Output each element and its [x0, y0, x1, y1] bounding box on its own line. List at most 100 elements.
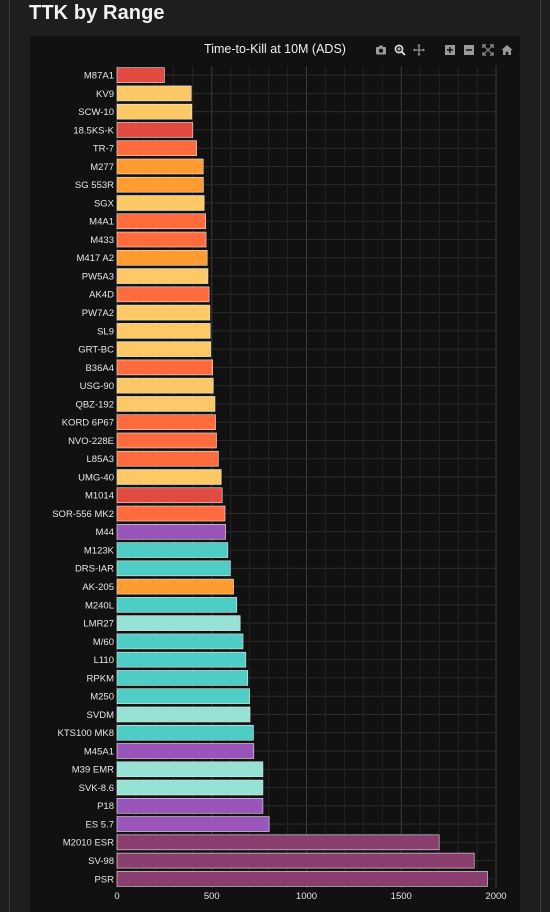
bar[interactable]	[116, 505, 226, 522]
x-tick-label: 0	[114, 891, 119, 902]
bar[interactable]	[116, 615, 241, 631]
bar[interactable]	[116, 524, 226, 540]
x-tick-label: 2000	[485, 891, 506, 902]
bar[interactable]	[116, 341, 211, 357]
category-label: PSR	[94, 874, 114, 885]
category-label: M277	[90, 162, 114, 173]
bar[interactable]	[116, 195, 205, 211]
pan-icon[interactable]	[412, 44, 425, 57]
bar[interactable]	[116, 852, 475, 869]
category-label: SVK-8.6	[79, 783, 114, 794]
bar[interactable]	[116, 871, 488, 887]
bar[interactable]	[116, 231, 207, 248]
bar[interactable]	[116, 469, 222, 485]
category-label: 18.5KS-K	[73, 125, 114, 136]
right-border	[540, 0, 541, 912]
bar[interactable]	[116, 706, 251, 723]
zoom-icon[interactable]	[393, 44, 406, 57]
bar[interactable]	[116, 396, 216, 412]
bar[interactable]	[116, 651, 247, 668]
category-label: M433	[90, 235, 114, 246]
zoom-out-icon[interactable]	[462, 44, 475, 57]
bar[interactable]	[116, 122, 194, 138]
bar[interactable]	[116, 487, 223, 504]
home-icon[interactable]	[500, 44, 513, 57]
bar[interactable]	[116, 450, 219, 467]
bar[interactable]	[116, 67, 165, 83]
category-label: M45A1	[84, 746, 114, 757]
category-label: SL9	[97, 326, 114, 337]
category-label: KORD 6P67	[62, 418, 114, 429]
category-label: M87A1	[84, 71, 114, 82]
category-label: SOR-556 MK2	[52, 509, 114, 520]
bar[interactable]	[116, 213, 206, 230]
category-label: PW5A3	[82, 271, 114, 282]
category-label: M240L	[85, 600, 114, 611]
category-label: M4A1	[89, 217, 114, 228]
bar[interactable]	[116, 670, 249, 686]
bar[interactable]	[116, 432, 217, 449]
category-label: SV-98	[88, 856, 114, 867]
bar[interactable]	[116, 158, 204, 175]
bar[interactable]	[116, 761, 264, 778]
chart-panel	[30, 36, 520, 912]
bar[interactable]	[116, 542, 229, 558]
camera-icon[interactable]	[374, 44, 387, 57]
category-label: M/60	[93, 637, 114, 648]
x-tick-label: 1500	[391, 891, 412, 902]
category-label: M250	[90, 692, 114, 703]
bar[interactable]	[116, 816, 270, 832]
category-label: M1014	[85, 491, 114, 502]
bar[interactable]	[116, 323, 211, 339]
autoscale-icon[interactable]	[481, 44, 494, 57]
bar[interactable]	[116, 578, 234, 595]
bar[interactable]	[116, 834, 440, 851]
bar[interactable]	[116, 377, 214, 394]
bar[interactable]	[116, 359, 213, 376]
category-label: M39 EMR	[72, 765, 114, 776]
category-label: QBZ-192	[75, 399, 114, 410]
bar[interactable]	[116, 250, 208, 266]
bar[interactable]	[116, 633, 244, 650]
bar[interactable]	[116, 176, 204, 193]
bar[interactable]	[116, 779, 264, 796]
bar[interactable]	[116, 724, 254, 741]
bar[interactable]	[116, 103, 193, 120]
category-label: GRT-BC	[78, 345, 114, 356]
x-tick-label: 500	[204, 891, 220, 902]
bars	[116, 67, 488, 887]
category-label: L110	[94, 655, 114, 666]
bar[interactable]	[116, 743, 255, 759]
category-label: PW7A2	[82, 308, 114, 319]
bar[interactable]	[116, 140, 197, 156]
bar[interactable]	[116, 560, 231, 577]
bar[interactable]	[116, 597, 238, 613]
category-label: USG-90	[80, 381, 114, 392]
zoom-in-icon[interactable]	[443, 44, 456, 57]
chart-toolbar	[374, 42, 513, 58]
category-label: AK-205	[82, 582, 114, 593]
bar[interactable]	[116, 304, 211, 321]
category-label: P18	[97, 801, 114, 812]
bar[interactable]	[116, 286, 210, 303]
bar[interactable]	[116, 85, 192, 102]
bar[interactable]	[116, 798, 264, 814]
category-label: KTS100 MK8	[58, 728, 115, 739]
category-label: SVDM	[87, 710, 115, 721]
category-label: M44	[96, 527, 114, 538]
category-label: NVO-228E	[68, 436, 114, 447]
category-label: SGX	[94, 198, 115, 209]
x-tick-label: 1000	[296, 891, 317, 902]
bar[interactable]	[116, 268, 209, 284]
bar[interactable]	[116, 688, 250, 704]
category-label: L85A3	[87, 454, 114, 465]
category-label: M123K	[84, 545, 115, 556]
bar[interactable]	[116, 414, 216, 430]
category-label: ES 5.7	[85, 819, 114, 830]
category-label: M417 A2	[77, 253, 115, 264]
category-label: UMG-40	[78, 472, 114, 483]
category-label: SG 553R	[75, 180, 114, 191]
category-label: TR-7	[93, 144, 114, 155]
category-label: B36A4	[85, 363, 114, 374]
